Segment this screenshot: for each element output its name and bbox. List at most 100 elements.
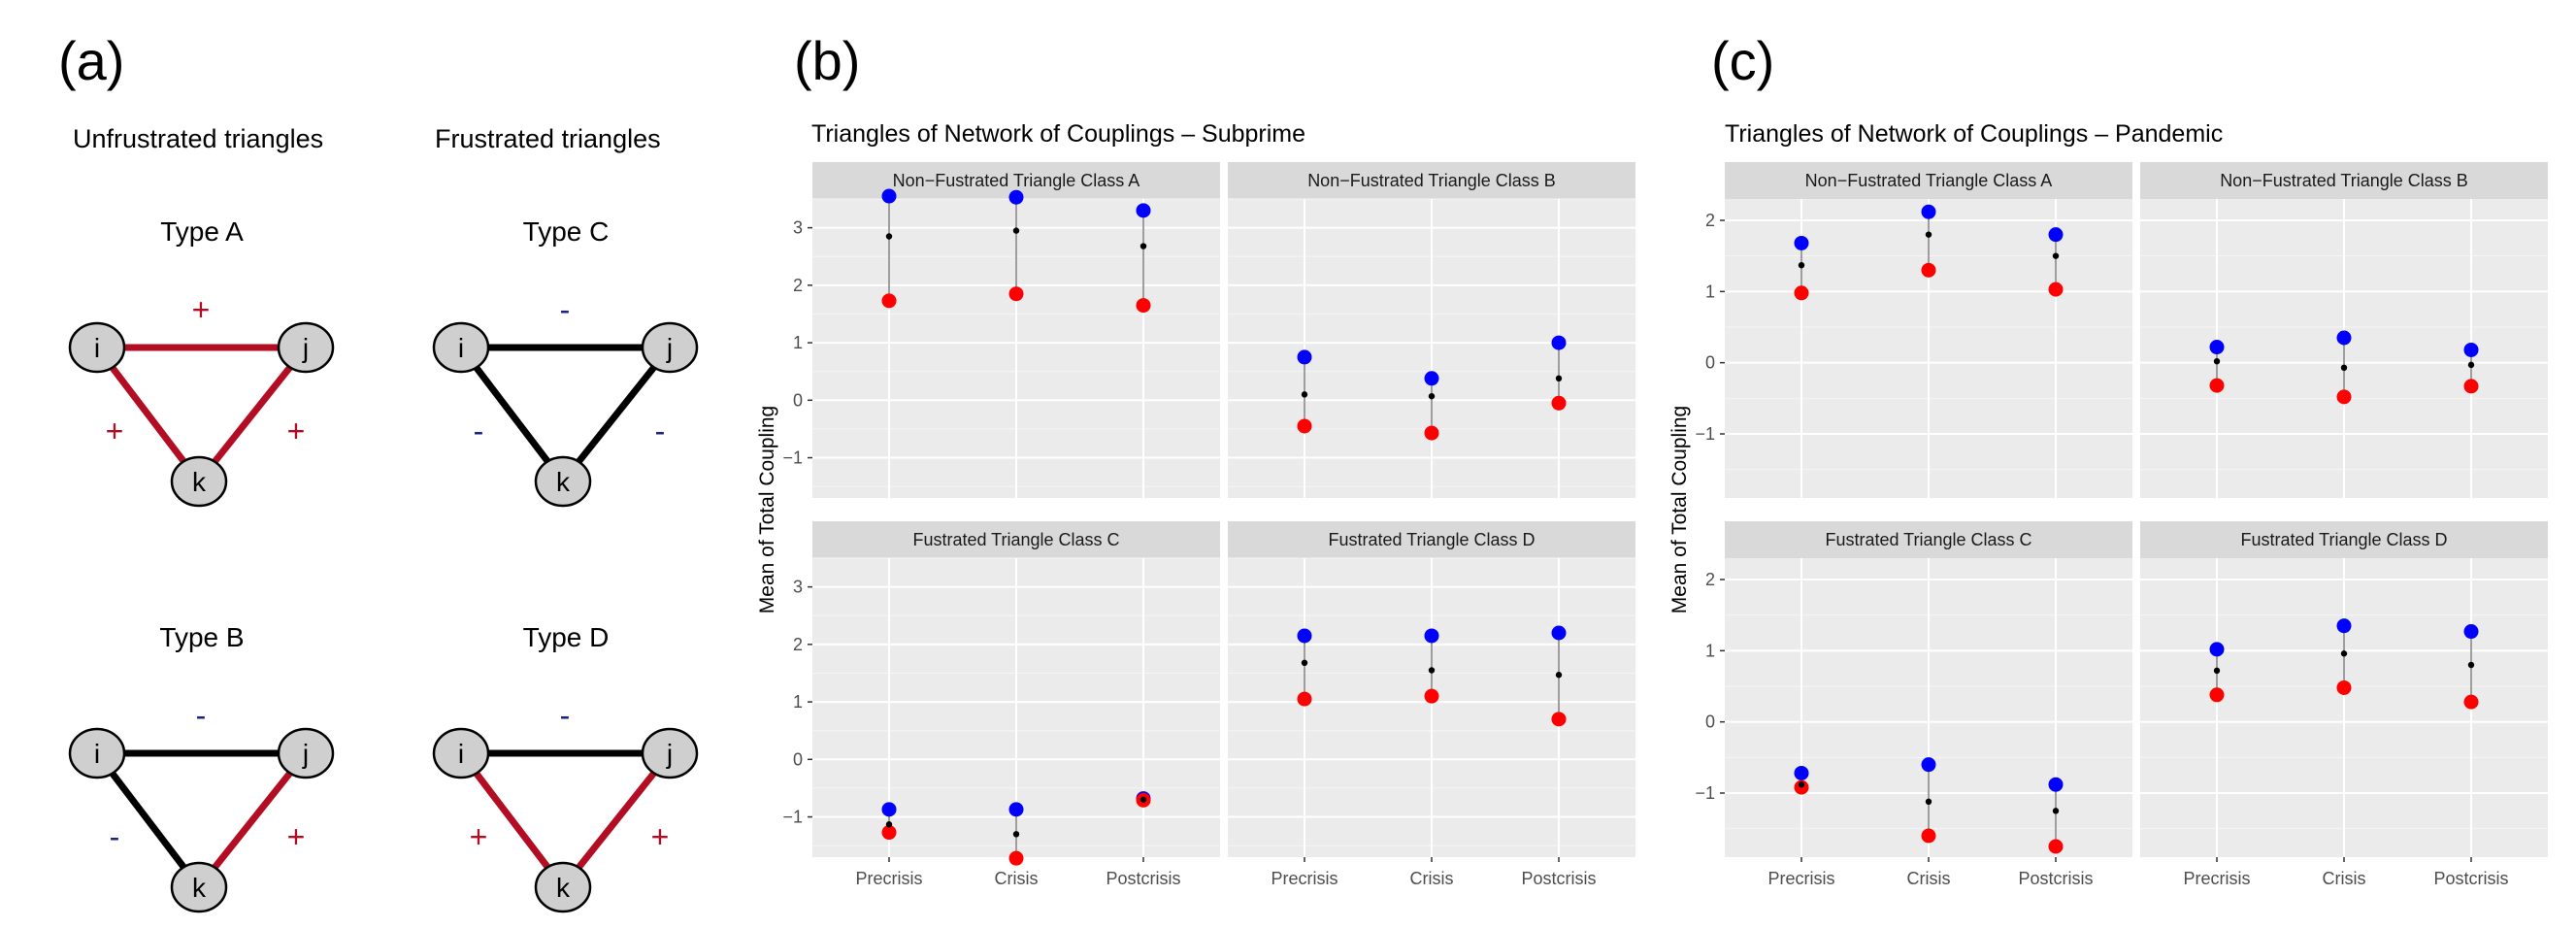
- edge-sign-jk: +: [287, 414, 306, 448]
- upper-point: [1794, 765, 1809, 780]
- mean-point: [2213, 358, 2221, 365]
- node-j: [641, 727, 699, 779]
- y-tick-label: 2: [1705, 211, 1715, 230]
- edge-sign-ij: +: [192, 292, 211, 327]
- facet-strip-label: Fustrated Triangle Class C: [1825, 530, 2031, 549]
- edge-ik: [94, 750, 202, 890]
- y-tick-label: −1: [782, 448, 803, 468]
- triangle-type-a: Type A + + + i j k: [68, 216, 335, 508]
- node-j: [277, 321, 335, 374]
- node-k: [534, 861, 592, 913]
- edge-jk: [196, 750, 309, 890]
- x-tick-label: Postcrisis: [2433, 869, 2508, 888]
- x-tick-label: Crisis: [1907, 869, 1951, 888]
- mean-point: [1301, 391, 1308, 398]
- edge-ik: [94, 345, 202, 484]
- facet-strip: [1228, 521, 1635, 558]
- x-tick-label: Precrisis: [1767, 869, 1834, 888]
- x-tick-label: Crisis: [2323, 869, 2366, 888]
- lower-point: [1551, 712, 1567, 727]
- node-label-j: j: [302, 739, 309, 769]
- facet-strip: [1228, 162, 1635, 199]
- x-tick-label: Postcrisis: [1521, 869, 1596, 888]
- edge-sign-ik: -: [474, 414, 484, 448]
- chart-subprime: Triangles of Network of Couplings – Subp…: [756, 120, 1635, 888]
- triangle-type-label: Type B: [159, 622, 244, 652]
- edge-jk: [196, 345, 309, 484]
- y-tick-label: 1: [793, 333, 803, 352]
- edge-sign-ij: -: [560, 292, 571, 327]
- mean-point: [2340, 364, 2348, 371]
- upper-point: [881, 802, 897, 817]
- upper-point: [1921, 204, 1936, 219]
- mean-point: [2213, 667, 2221, 675]
- upper-point: [2463, 342, 2479, 357]
- node-label-i: i: [94, 739, 100, 769]
- facet-2: Non−Fustrated Triangle Class B: [2140, 162, 2548, 498]
- panel-a-label: (a): [58, 30, 124, 91]
- lower-point: [881, 293, 897, 309]
- edge-sign-ik: +: [106, 414, 124, 448]
- x-tick-label: Precrisis: [855, 869, 922, 888]
- mean-point: [2052, 252, 2060, 259]
- upper-point: [1551, 625, 1567, 641]
- edge-ik: [458, 345, 566, 484]
- node-label-i: i: [458, 333, 464, 363]
- mean-point: [1139, 796, 1147, 803]
- node-k: [534, 455, 592, 508]
- node-i: [432, 727, 490, 779]
- facet-2: Non−Fustrated Triangle Class B: [1228, 162, 1635, 498]
- node-label-j: j: [666, 739, 673, 769]
- upper-point: [2048, 227, 2064, 243]
- mean-point: [1798, 781, 1805, 788]
- y-tick-label: 2: [793, 635, 803, 654]
- lower-point: [2048, 839, 2064, 854]
- upper-point: [2336, 618, 2352, 634]
- facet-strip: [1725, 521, 2132, 558]
- edge-sign-ij: -: [196, 698, 207, 733]
- mean-point: [2467, 361, 2475, 369]
- mean-point: [885, 233, 893, 240]
- y-tick-label: 0: [793, 390, 803, 410]
- node-label-k: k: [192, 873, 207, 903]
- facet-strip: [2140, 162, 2548, 199]
- facet-strip: [812, 521, 1220, 558]
- mean-point: [1925, 231, 1932, 238]
- facet-strip-label: Non−Fustrated Triangle Class B: [2220, 171, 2468, 190]
- edge-sign-jk: +: [287, 819, 306, 854]
- node-label-i: i: [94, 333, 100, 363]
- y-tick-label: 0: [1705, 713, 1715, 732]
- upper-point: [1794, 235, 1809, 250]
- node-label-k: k: [192, 467, 207, 497]
- lower-point: [1424, 425, 1439, 441]
- upper-point: [1424, 371, 1439, 386]
- lower-point: [1921, 828, 1936, 844]
- upper-point: [1297, 349, 1312, 365]
- mean-point: [1555, 375, 1563, 381]
- node-j: [641, 321, 699, 374]
- upper-point: [1297, 628, 1312, 644]
- panel-b-label: (b): [794, 30, 860, 91]
- facet-strip-label: Non−Fustrated Triangle Class A: [1805, 171, 2053, 190]
- y-tick-label: −1: [782, 808, 803, 827]
- edge-sign-ik: -: [110, 819, 120, 854]
- mean-point: [2340, 650, 2348, 657]
- facet-strip-label: Fustrated Triangle Class D: [2240, 530, 2447, 549]
- y-tick-label: 0: [793, 749, 803, 769]
- lower-point: [1008, 850, 1024, 866]
- lower-point: [1551, 395, 1567, 411]
- mean-point: [1428, 392, 1436, 400]
- mean-point: [1555, 672, 1563, 679]
- y-tick-label: −1: [1695, 424, 1715, 444]
- lower-point: [1794, 285, 1809, 301]
- upper-point: [2463, 624, 2479, 640]
- mean-point: [1925, 798, 1932, 805]
- triangle-type-label: Type C: [523, 216, 610, 247]
- triangle-type-label: Type A: [160, 216, 244, 247]
- edge-sign-ik: +: [470, 819, 488, 854]
- y-axis-label: Mean of Total Coupling: [756, 406, 778, 613]
- triangle-type-c: Type C - - - i j k: [432, 216, 699, 508]
- lower-point: [2048, 282, 2064, 297]
- y-tick-label: 2: [1705, 570, 1715, 589]
- lower-point: [1297, 691, 1312, 707]
